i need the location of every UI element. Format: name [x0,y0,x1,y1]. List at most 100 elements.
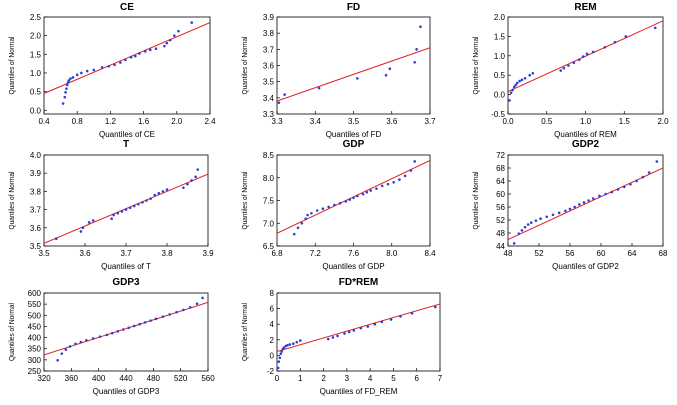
y-tick-label: 68 [496,164,505,173]
y-tick-label: 2.0 [494,13,506,22]
data-point [79,230,83,233]
y-tick-label: -2 [267,367,275,376]
data-point [388,67,392,71]
data-point [613,40,617,44]
data-point [559,69,562,72]
data-point [168,38,172,42]
y-tick-label: 1.5 [494,32,506,41]
data-point [186,182,189,186]
y-tick-label: 500 [28,311,42,320]
data-point [520,78,524,82]
data-point [69,77,72,80]
data-point [534,219,538,222]
data-point [413,160,417,163]
data-point [107,64,111,68]
data-point [194,175,197,179]
data-point [629,182,632,186]
data-point [121,328,125,331]
x-tick-label: 360 [65,374,79,383]
data-point [129,55,133,59]
data-point [655,160,659,163]
y-tick-label: 550 [28,300,42,309]
data-point [591,197,595,200]
data-point [306,213,309,217]
chart-title: REM [574,2,596,13]
data-point [277,360,281,363]
data-point [392,181,395,184]
data-point [91,219,95,222]
y-tick-label: 3.5 [263,78,275,87]
y-tick-label: 4 [270,320,275,329]
x-tick-label: 3.4 [310,117,322,126]
x-tick-label: 0.5 [541,117,553,126]
data-point [195,302,199,305]
data-point [64,348,68,351]
data-point [87,221,91,224]
data-point [310,211,313,215]
data-point [647,171,651,174]
y-tick-label: 64 [496,177,505,186]
data-point [168,313,172,316]
data-point [557,211,561,215]
y-tick-label: 3.3 [263,110,275,119]
y-tick-label: 72 [496,151,505,160]
data-point [74,342,77,346]
data-point [409,169,413,172]
plot-frame [276,154,431,247]
data-point [63,95,67,99]
data-point [336,334,339,338]
data-point [149,197,152,200]
x-axis-label: Quantiles of REM [554,130,617,139]
x-tick-label: 60 [597,249,606,258]
chart-title: CE [120,2,134,13]
plot-frame [43,154,209,247]
x-tick-label: 6 [414,374,419,383]
data-point [352,329,356,332]
x-tick-label: 6.8 [271,249,283,258]
data-point [551,213,555,217]
data-point [157,191,161,195]
y-tick-label: 8 [270,289,275,298]
x-tick-label: 1.2 [105,117,117,126]
data-point [622,185,626,189]
data-point [610,190,614,194]
x-tick-label: 440 [119,374,133,383]
y-tick-label: 0.0 [30,106,42,115]
data-point [333,203,336,207]
y-tick-label: 3.6 [263,62,275,71]
y-tick-label: 300 [28,356,42,365]
data-point [365,191,369,194]
data-point [343,332,346,335]
reference-line [508,20,663,92]
data-point [369,189,373,192]
x-axis-label: Quantiles of FD_REM [320,387,398,396]
data-point [526,223,530,226]
data-point [603,45,607,49]
data-point [132,324,136,328]
y-tick-label: 450 [28,322,42,331]
data-point [331,336,335,339]
data-point [177,29,180,33]
qq-plot-7: GDP3 320 360 400 440 480 520 560 250 300 350 400 450… [9,277,215,396]
data-point [112,213,115,217]
x-tick-label: 2 [321,374,326,383]
x-tick-label: 0.8 [72,117,84,126]
data-point [154,47,158,51]
chart-title: GDP [343,139,365,150]
x-tick-label: 8.4 [424,249,436,258]
data-point [562,66,566,70]
data-point [568,207,572,211]
data-point [116,211,120,215]
y-tick-label: 350 [28,345,42,354]
data-point [277,101,281,104]
data-point [282,346,286,349]
data-point [545,215,549,219]
data-point [403,174,407,178]
x-tick-label: 2.0 [171,117,183,126]
y-tick-label: 3.6 [30,224,42,233]
data-point [288,343,292,346]
x-tick-label: 56 [566,249,575,258]
data-point [138,322,141,326]
data-point [516,81,519,85]
data-point [68,345,72,348]
